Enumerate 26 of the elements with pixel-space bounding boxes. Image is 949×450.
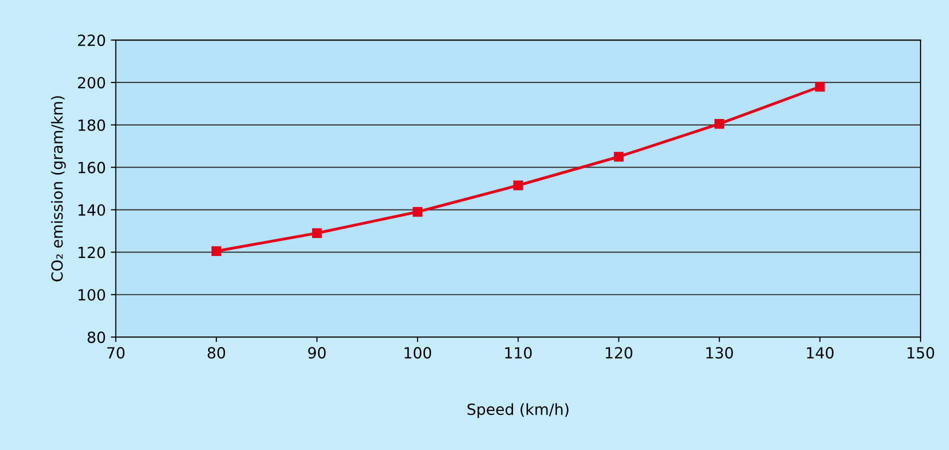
y-tick-label: 80	[88, 332, 106, 344]
y-tick-label: 140	[78, 204, 106, 216]
x-tick-label: 140	[807, 347, 834, 359]
y-tick-label: 160	[78, 162, 106, 174]
point	[513, 180, 524, 190]
y-tick-label: 200	[78, 76, 106, 88]
point	[714, 118, 724, 129]
y-tick-label: 120	[78, 246, 106, 258]
y-tick-label: 180	[78, 119, 106, 131]
y-axis-title: CO₂ emission (gram/km)	[50, 96, 66, 282]
x-tick-label: 80	[208, 347, 226, 359]
x-tick-label: 150	[908, 347, 934, 359]
x-tick-label: 130	[706, 347, 733, 359]
point	[614, 152, 624, 162]
x-tick-label: 70	[107, 347, 124, 359]
x-axis-title: Speed (km/h)	[468, 403, 568, 418]
point	[815, 82, 825, 92]
point	[412, 207, 422, 217]
x-tick-label: 110	[505, 347, 532, 359]
x-tick-label: 120	[606, 347, 632, 359]
x-tick-label: 100	[404, 347, 432, 359]
x-tick-label: 90	[308, 347, 326, 359]
y-tick-label: 220	[78, 34, 106, 46]
y-tick-label: 100	[78, 289, 106, 301]
point	[312, 228, 322, 238]
point	[212, 246, 222, 256]
